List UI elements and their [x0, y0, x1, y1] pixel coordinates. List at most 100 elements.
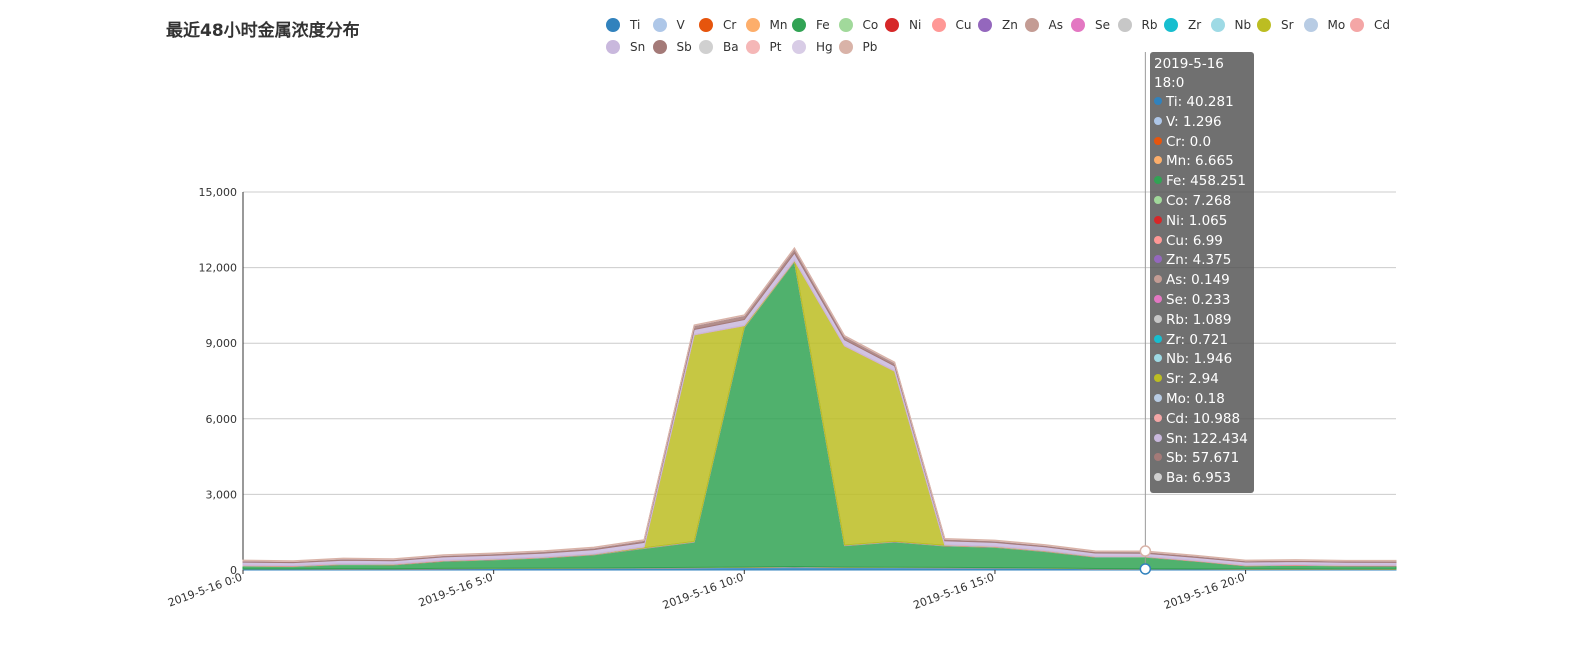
y-tick-label: 6,000 [206, 413, 238, 426]
legend-label: Sr [1281, 18, 1294, 32]
tooltip-dot-icon [1154, 215, 1162, 224]
legend-item-cr[interactable]: Cr [699, 18, 746, 32]
legend-label: Zr [1188, 18, 1202, 32]
tooltip-dot-icon [1154, 334, 1162, 343]
hover-marker [1139, 545, 1152, 557]
tooltip-row-label: Co: 7.268 [1166, 192, 1232, 209]
tooltip-row: Sb: 57.671 [1154, 449, 1254, 469]
legend-label: Se [1095, 18, 1110, 32]
legend-label: Pb [862, 40, 878, 54]
tooltip-row: Rb: 1.089 [1154, 311, 1254, 331]
tooltip-row: Nb: 1.946 [1154, 350, 1254, 370]
tooltip-row-label: Ti: 40.281 [1166, 94, 1234, 110]
tooltip-dot-icon [1154, 453, 1162, 462]
legend-dot-icon [885, 18, 899, 32]
tooltip-dot-icon [1154, 314, 1162, 323]
legend-item-co[interactable]: Co [838, 18, 886, 32]
legend-dot-icon [652, 18, 667, 32]
chart-tooltip: 2019-5-16 18:0 Ti: 40.281 V: 1.296 Cr: 0.0… [1150, 52, 1254, 493]
legend-label: Hg [816, 40, 833, 54]
legend-item-pb[interactable]: Pb [838, 40, 886, 54]
legend-item-fe[interactable]: Fe [792, 18, 839, 32]
tooltip-row-label: Sb: 57.671 [1166, 450, 1240, 467]
tooltip-dot-icon [1154, 294, 1162, 303]
legend-label: Mo [1327, 18, 1346, 32]
y-tick-label: 3,000 [206, 488, 238, 501]
tooltip-dot-icon [1154, 136, 1162, 145]
tooltip-row-label: Cd: 10.988 [1166, 410, 1241, 427]
x-tick-label: 2019-5-16 0:0 [166, 571, 244, 610]
legend-label: Ti [630, 18, 641, 32]
legend-item-cd[interactable]: Cd [1350, 18, 1397, 32]
legend-item-nb[interactable]: Nb [1210, 18, 1258, 32]
legend-item-hg[interactable]: Hg [792, 40, 839, 54]
y-tick-label: 9,000 [206, 337, 238, 350]
legend-item-sb[interactable]: Sb [652, 40, 700, 54]
tooltip-row-label: Cu: 6.99 [1166, 232, 1223, 249]
legend-dot-icon [931, 18, 946, 32]
legend-dot-icon [978, 18, 992, 32]
tooltip-row: V: 1.296 [1154, 113, 1254, 133]
legend-item-sr[interactable]: Sr [1257, 18, 1304, 32]
y-tick-label: 0 [230, 564, 237, 577]
legend-item-as[interactable]: As [1024, 18, 1072, 32]
legend-item-ti[interactable]: Ti [606, 18, 653, 32]
tooltip-row: Mo: 0.18 [1154, 390, 1254, 410]
x-tick-label: 2019-5-16 5:0 [417, 571, 495, 610]
tooltip-dot-icon [1154, 116, 1162, 125]
tooltip-row-label: Mn: 6.665 [1166, 153, 1234, 170]
legend-dot-icon [1071, 18, 1085, 32]
legend-label: Nb [1234, 18, 1252, 32]
legend-dot-icon [1164, 18, 1178, 32]
tooltip-dot-icon [1154, 393, 1162, 402]
tooltip-row: Cd: 10.988 [1154, 410, 1254, 430]
tooltip-dot-icon [1154, 275, 1162, 284]
legend-dot-icon [606, 40, 620, 54]
tooltip-dot-icon [1154, 473, 1162, 482]
tooltip-row-label: Zr: 0.721 [1166, 331, 1229, 348]
legend-dot-icon [699, 40, 713, 54]
legend-item-cu[interactable]: Cu [931, 18, 979, 32]
legend-item-zn[interactable]: Zn [978, 18, 1025, 32]
legend-label: Mn [769, 18, 788, 32]
legend-label: Ni [909, 18, 922, 32]
legend-item-pt[interactable]: Pt [745, 40, 793, 54]
chart-title: 最近48小时金属浓度分布 [166, 21, 360, 41]
legend-dot-icon [1024, 18, 1039, 32]
tooltip-row-label: V: 1.296 [1166, 113, 1222, 130]
legend-item-ba[interactable]: Ba [699, 40, 746, 54]
legend-item-ni[interactable]: Ni [885, 18, 932, 32]
tooltip-dot-icon [1154, 97, 1162, 105]
tooltip-row: Zr: 0.721 [1154, 331, 1254, 351]
legend-item-rb[interactable]: Rb [1117, 18, 1165, 32]
hover-marker [1139, 563, 1152, 575]
tooltip-dot-icon [1154, 235, 1162, 244]
tooltip-row-label: Sn: 122.434 [1166, 430, 1248, 447]
chart-legend: Ti V Cr Mn Fe Co Ni Cu Zn As Se Rb Zr Nb Sr Mo Cd Sn Sb Ba P… [606, 14, 1406, 58]
legend-item-mo[interactable]: Mo [1303, 18, 1351, 32]
tooltip-title: 2019-5-16 18:0 [1154, 56, 1224, 91]
tooltip-row-label: Sr: 2.94 [1166, 371, 1219, 388]
tooltip-dot-icon [1154, 433, 1162, 442]
legend-item-mn[interactable]: Mn [745, 18, 793, 32]
legend-item-se[interactable]: Se [1071, 18, 1118, 32]
tooltip-row: Ni: 1.065 [1154, 212, 1254, 232]
legend-dot-icon [745, 18, 760, 32]
legend-row: Ti V Cr Mn Fe Co Ni Cu Zn As Se Rb Zr Nb Sr Mo Cd [606, 14, 1406, 36]
tooltip-row: Cr: 0.0 [1154, 133, 1254, 153]
legend-label: Cd [1374, 18, 1390, 32]
legend-dot-icon [838, 18, 853, 32]
legend-item-sn[interactable]: Sn [606, 40, 653, 54]
tooltip-row: As: 0.149 [1154, 271, 1254, 291]
tooltip-row-label: Ni: 1.065 [1166, 212, 1228, 229]
tooltip-row-label: Fe: 458.251 [1166, 173, 1246, 190]
legend-dot-icon [792, 40, 806, 54]
legend-dot-icon [1303, 18, 1318, 32]
legend-dot-icon [606, 18, 620, 32]
legend-dot-icon [1257, 18, 1271, 32]
tooltip-row: Sn: 122.434 [1154, 430, 1254, 450]
tooltip-dot-icon [1154, 176, 1162, 185]
legend-item-v[interactable]: V [652, 18, 700, 32]
legend-item-zr[interactable]: Zr [1164, 18, 1211, 32]
tooltip-row-label: Zn: 4.375 [1166, 252, 1232, 269]
